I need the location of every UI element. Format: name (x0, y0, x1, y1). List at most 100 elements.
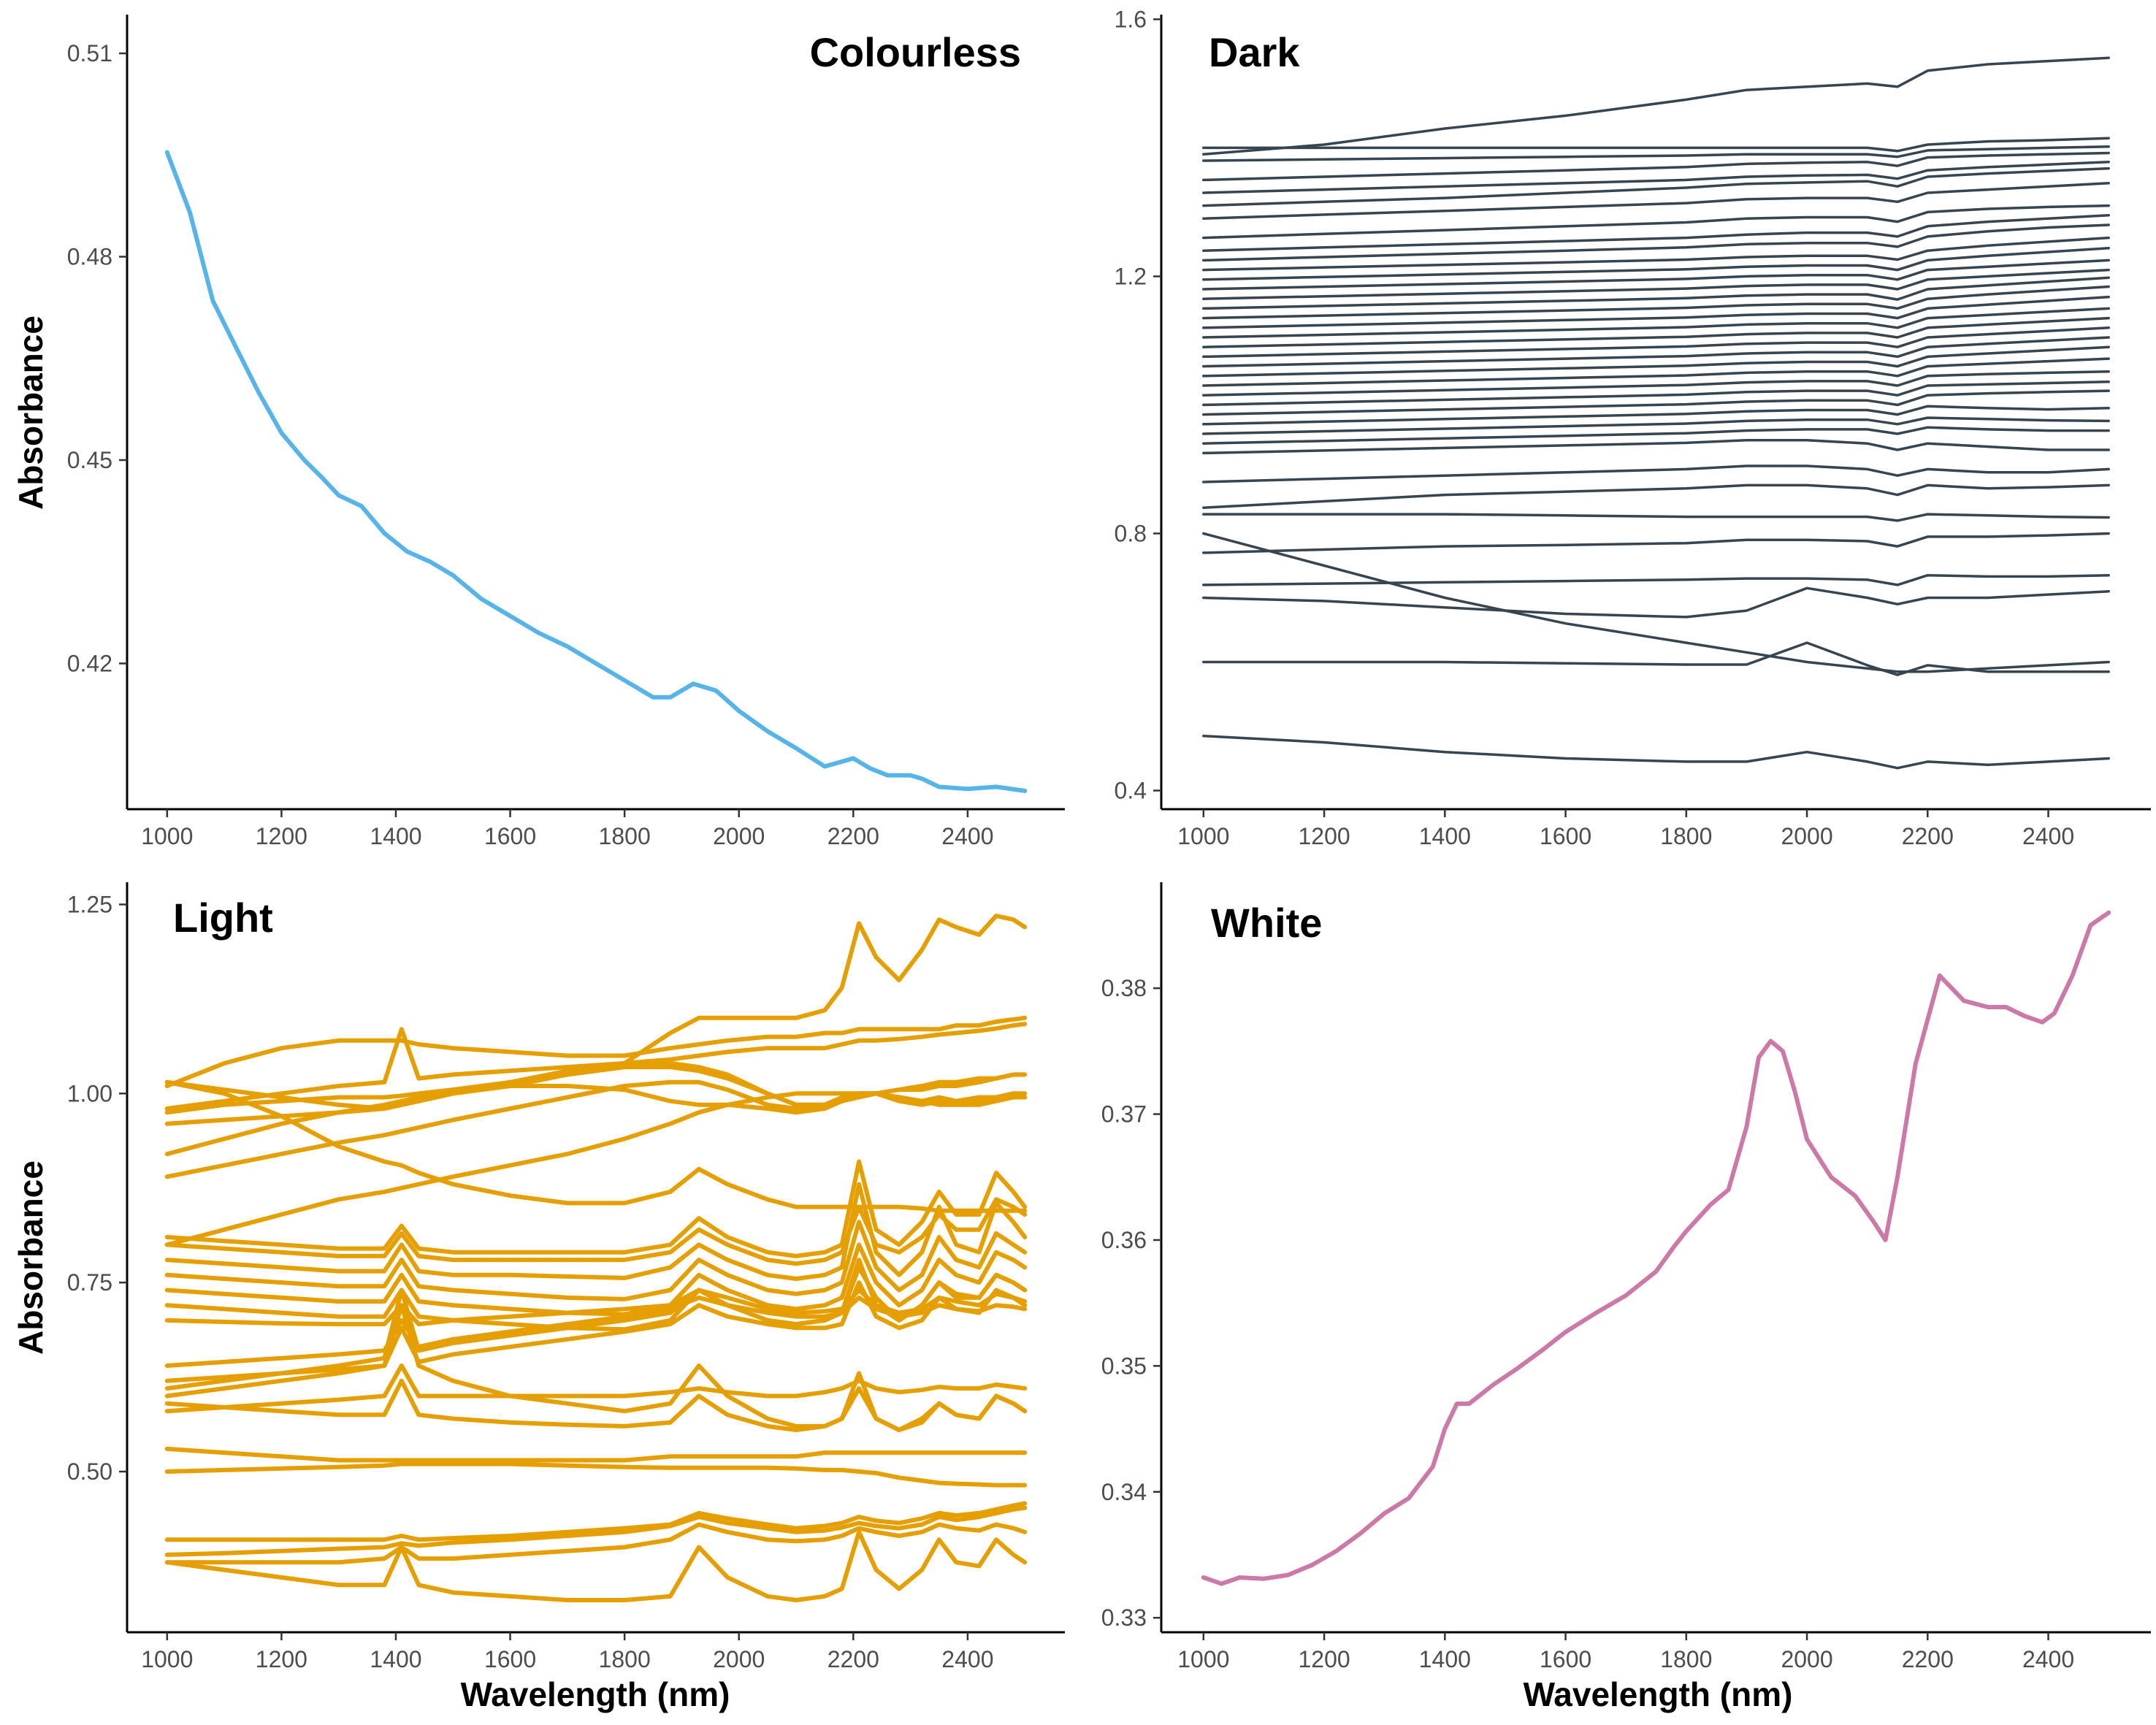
series-line-29 (1202, 426, 2110, 445)
x-tick-label: 1600 (1540, 1646, 1591, 1672)
x-tick-label: 2400 (941, 823, 993, 849)
panel-light: Absorbance Wavelength (nm) 1000 1200 1400 1… (12, 882, 1065, 1713)
series-line-8 (164, 1072, 1028, 1247)
x-tick-label: 1800 (599, 1646, 651, 1672)
x-axis-title: Wavelength (nm) (461, 1675, 730, 1713)
y-tick-label: 1.25 (67, 891, 112, 917)
x-tick-label: 1000 (1177, 823, 1229, 849)
series-line-7 (1202, 182, 2110, 220)
x-tick-label: 1200 (256, 823, 307, 849)
series-line-6 (1202, 167, 2110, 207)
y-tick-label: 0.42 (67, 650, 112, 676)
series-line-1 (1202, 56, 2110, 156)
x-tick-label: 1400 (1419, 1646, 1471, 1672)
y-tick-label: 0.50 (67, 1458, 112, 1485)
series-line-14 (1202, 268, 2110, 300)
x-tick-label: 2000 (713, 1646, 765, 1672)
y-tick-label: 0.34 (1101, 1479, 1147, 1505)
series-line-21 (1202, 336, 2110, 368)
series-line-33 (1202, 513, 2110, 522)
x-axis-title: Wavelength (nm) (1524, 1675, 1793, 1713)
series-line-10 (1202, 223, 2110, 262)
series-group (164, 150, 1028, 793)
series-line-1 (164, 150, 1028, 793)
series-line-2 (164, 1015, 1028, 1088)
series-line-2 (1202, 137, 2110, 153)
series-line-13 (164, 1220, 1028, 1301)
series-line-16 (164, 1288, 1028, 1327)
series-line-12 (164, 1182, 1028, 1281)
y-tick-label: 1.2 (1115, 263, 1147, 289)
series-line-34 (1202, 532, 2110, 554)
series-line-26 (1202, 389, 2110, 416)
y-tick-label: 0.38 (1101, 975, 1147, 1001)
series-line-10 (164, 1159, 1028, 1258)
x-tick-label: 1800 (1660, 1646, 1712, 1672)
x-tick-label: 1200 (256, 1646, 307, 1672)
series-line-27 (1202, 405, 2110, 426)
x-tick-label: 2200 (827, 823, 879, 849)
series-line-15 (1202, 276, 2110, 310)
panel-title: Dark (1209, 29, 1300, 75)
series-line-39 (1202, 734, 2110, 770)
series-line-24 (164, 1461, 1028, 1488)
y-tick-label: 0.51 (67, 40, 112, 66)
y-tick-label: 0.45 (67, 447, 112, 473)
x-tick-label: 1400 (370, 823, 421, 849)
series-line-4 (1202, 151, 2110, 182)
series-line-3 (164, 1022, 1028, 1111)
series-line-1 (1201, 910, 2111, 1586)
series-line-9 (164, 1079, 1028, 1213)
x-tick-label: 1000 (1177, 1646, 1229, 1672)
x-tick-label: 2400 (2022, 1646, 2074, 1672)
x-tick-label: 2200 (1902, 823, 1954, 849)
panel-white: Wavelength (nm) 1000 1200 1400 1600 1800 2000… (1101, 882, 2151, 1713)
series-line-22 (164, 1378, 1028, 1432)
x-tick-label: 1200 (1298, 1646, 1350, 1672)
x-tick-label: 2000 (713, 823, 765, 849)
x-tick-label: 2400 (941, 1646, 993, 1672)
series-line-7 (164, 1079, 1028, 1179)
series-line-12 (1202, 246, 2110, 281)
series-group (1201, 910, 2111, 1586)
series-line-32 (1202, 483, 2110, 509)
series-line-5 (1202, 161, 2110, 194)
y-tick-label: 1.00 (67, 1080, 112, 1106)
series-line-11 (1202, 236, 2110, 272)
series-line-16 (1202, 285, 2110, 320)
x-tick-label: 2200 (1902, 1646, 1954, 1672)
series-line-25 (1202, 380, 2110, 407)
series-line-30 (1202, 439, 2110, 455)
panel-title: Colourless (810, 29, 1021, 75)
series-line-21 (164, 1363, 1028, 1414)
x-tick-label: 2200 (827, 1646, 879, 1672)
x-tick-label: 1600 (484, 1646, 536, 1672)
series-line-27 (164, 1522, 1028, 1565)
y-tick-label: 0.75 (67, 1269, 112, 1296)
panel-dark: 1000 1200 1400 1600 1800 2000 2200 2400 0.4 0.8 1.… (1115, 6, 2151, 849)
series-line-36 (1202, 586, 2110, 619)
series-line-6 (164, 1065, 1028, 1157)
series-line-18 (164, 1280, 1028, 1383)
series-line-8 (1202, 204, 2110, 240)
panel-colourless: Absorbance 1000 1200 1400 1600 1800 2000 2200 2… (12, 15, 1065, 849)
series-line-28 (164, 1529, 1028, 1602)
y-tick-label: 0.35 (1101, 1353, 1147, 1379)
series-line-38 (1202, 641, 2110, 676)
series-line-24 (1202, 370, 2110, 397)
series-line-13 (1202, 259, 2110, 291)
series-line-31 (1202, 464, 2110, 483)
x-tick-label: 1600 (1540, 823, 1591, 849)
y-tick-label: 0.37 (1101, 1101, 1147, 1128)
series-line-23 (164, 1446, 1028, 1463)
series-line-19 (1202, 316, 2110, 348)
series-line-25 (164, 1501, 1028, 1542)
y-tick-label: 0.8 (1115, 520, 1147, 546)
y-tick-label: 1.6 (1115, 6, 1147, 32)
panel-title: White (1211, 900, 1322, 946)
series-line-3 (1202, 145, 2110, 162)
series-line-22 (1202, 345, 2110, 378)
series-line-37 (1202, 532, 2110, 673)
x-tick-label: 2400 (2022, 823, 2074, 849)
